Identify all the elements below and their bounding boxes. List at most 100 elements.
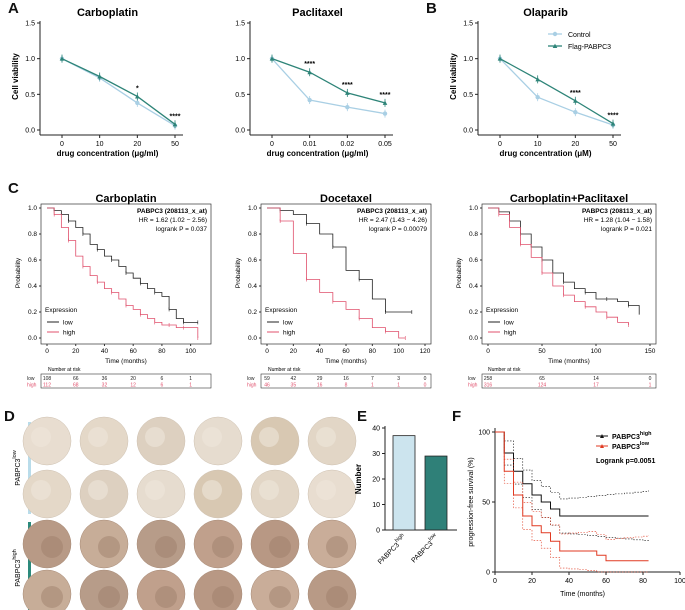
legend-label-high: high — [504, 330, 517, 337]
data-point — [269, 56, 275, 61]
x-axis-label: drug concentration (μg/ml) — [57, 149, 159, 158]
y-tick-label: 1.0 — [469, 205, 478, 212]
risk-count: 108 — [43, 376, 52, 382]
y-tick-label: 1.5 — [463, 21, 473, 28]
legend-label-high: high — [63, 330, 76, 337]
risk-count: 16 — [343, 376, 349, 382]
data-point — [345, 104, 350, 110]
ihc-texture — [316, 427, 336, 447]
risk-count: 1 — [397, 383, 400, 389]
risk-count: 16 — [317, 383, 323, 389]
y-tick-label: 1.0 — [235, 56, 245, 63]
x-tick-label: 80 — [639, 578, 647, 585]
x-tick-label: 0 — [486, 348, 490, 355]
km-info-line: PABPC3 (208113_x_at) — [137, 208, 207, 215]
legend-label-control: Control — [568, 32, 591, 39]
plot-frame — [481, 203, 657, 345]
chart-title: Carboplatin+Paclitaxel — [510, 193, 628, 205]
risk-count: 1 — [189, 383, 192, 389]
legend-title: Expression — [265, 307, 298, 314]
risk-row-label: high — [247, 383, 257, 389]
ihc-texture — [259, 480, 279, 500]
y-tick-label: 10 — [372, 502, 380, 509]
ihc-core-high — [307, 569, 357, 610]
ihc-core-high — [22, 519, 72, 569]
ihc-texture — [41, 536, 63, 558]
km-curve-low — [488, 207, 640, 315]
risk-count: 6 — [161, 383, 164, 389]
ihc-texture — [326, 586, 348, 608]
y-axis-label: Probability — [456, 257, 463, 288]
data-point — [59, 56, 65, 61]
y-tick-label: 0.5 — [235, 92, 245, 99]
ci-band — [495, 431, 649, 500]
legend-marker-low — [600, 444, 604, 448]
km-info-line: HR = 2.47 (1.43 − 4.26) — [359, 217, 427, 224]
legend-title: Expression — [486, 307, 519, 314]
ihc-texture — [155, 586, 177, 608]
x-tick-label: 40 — [316, 348, 324, 355]
y-axis-label: Number — [354, 464, 363, 494]
x-axis-label: drug concentration (μM) — [500, 149, 592, 158]
legend-marker-high — [600, 434, 604, 438]
y-tick-label: 1.5 — [235, 21, 245, 28]
ihc-texture — [202, 427, 222, 447]
data-point — [135, 100, 140, 106]
ihc-core-high — [22, 569, 72, 610]
x-tick-label: 100 — [674, 578, 685, 585]
x-tick-label: 80 — [158, 348, 166, 355]
x-tick-label: 150 — [645, 348, 656, 355]
significance-mark: * — [136, 85, 139, 92]
km-info-line: logrank P = 0.037 — [156, 226, 207, 233]
logrank-label: Logrank p=0.0051 — [596, 458, 655, 465]
y-tick-label: 0.0 — [28, 335, 37, 342]
x-tick-label: 60 — [342, 348, 350, 355]
data-point — [497, 56, 503, 61]
ihc-texture — [326, 536, 348, 558]
ihc-texture — [212, 536, 234, 558]
risk-count: 8 — [345, 383, 348, 389]
ihc-texture — [98, 536, 120, 558]
x-tick-label: 120 — [420, 348, 431, 355]
risk-count: 17 — [593, 383, 599, 389]
plot-frame — [40, 203, 212, 345]
risk-count: 3 — [397, 376, 400, 382]
x-axis-label: Time (months) — [325, 358, 367, 365]
y-tick-label: 1.0 — [25, 56, 35, 63]
legend-marker-control — [552, 31, 558, 37]
y-tick-label: 0.2 — [469, 309, 478, 316]
x-tick-label: 0.02 — [341, 141, 355, 148]
legend-label-high: high — [283, 330, 296, 337]
x-tick-label: 20 — [72, 348, 80, 355]
km-info-line: logrank P = 0.00079 — [369, 226, 428, 233]
ihc-group-bar-high — [28, 522, 31, 610]
x-tick-label: 100 — [393, 348, 404, 355]
chart-title: Paclitaxel — [292, 7, 343, 19]
data-point — [135, 94, 140, 99]
risk-count: 0 — [649, 376, 652, 382]
y-tick-label: 0.6 — [28, 257, 37, 264]
ihc-texture — [316, 480, 336, 500]
ihc-texture — [155, 536, 177, 558]
x-tick-label: 50 — [609, 141, 617, 148]
data-point — [535, 76, 540, 82]
series-line-flag — [271, 58, 386, 104]
y-tick-label: 0 — [486, 570, 490, 577]
ci-band — [495, 431, 649, 540]
x-tick-label: 50 — [538, 348, 546, 355]
series-line-control — [271, 58, 386, 115]
risk-count: 36 — [102, 376, 108, 382]
y-tick-label: 0.8 — [248, 231, 257, 238]
y-tick-label: 1.0 — [28, 205, 37, 212]
x-tick-label: 40 — [101, 348, 109, 355]
risk-count: 29 — [317, 376, 323, 382]
bar-category-label: PABPC3high — [375, 532, 409, 566]
legend-label-low: low — [63, 320, 73, 327]
y-tick-label: 0.5 — [25, 92, 35, 99]
risk-row-label: high — [27, 383, 37, 389]
risk-count: 0 — [424, 376, 427, 382]
data-point — [172, 121, 178, 127]
km-info-line: PABPC3 (208113_x_at) — [582, 208, 652, 215]
y-tick-label: 0.6 — [469, 257, 478, 264]
risk-count: 42 — [291, 376, 297, 382]
